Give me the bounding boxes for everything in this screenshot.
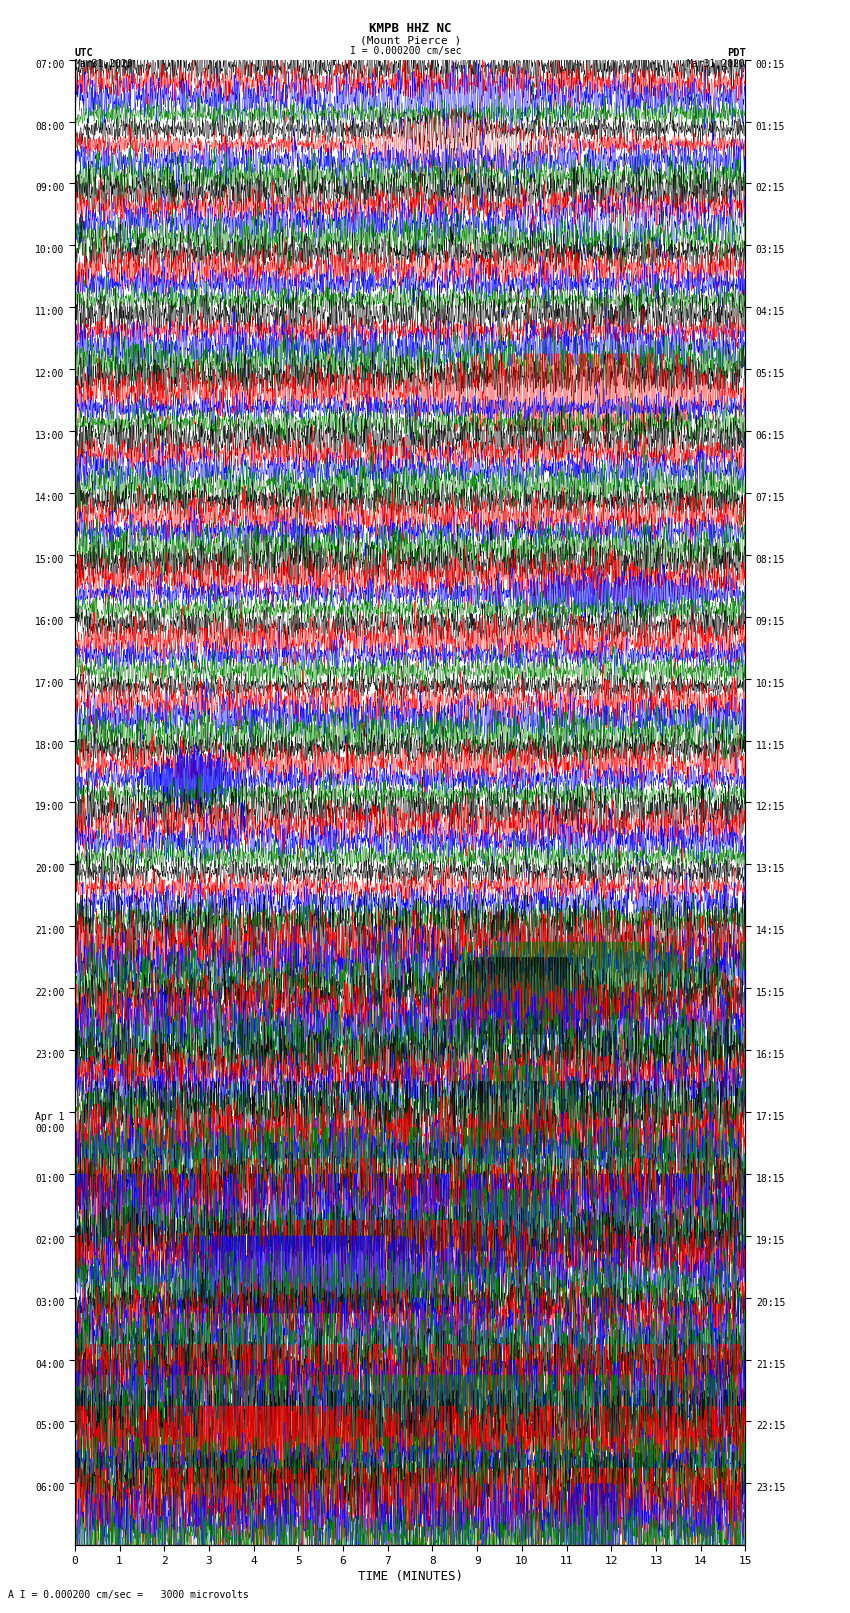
Text: Mar31,2020: Mar31,2020 [75, 60, 133, 69]
Text: A I = 0.000200 cm/sec =   3000 microvolts: A I = 0.000200 cm/sec = 3000 microvolts [8, 1590, 249, 1600]
Text: KMPB HHZ NC: KMPB HHZ NC [369, 21, 451, 35]
Text: (Mount Pierce ): (Mount Pierce ) [360, 35, 461, 45]
X-axis label: TIME (MINUTES): TIME (MINUTES) [358, 1569, 462, 1582]
Text: PDT: PDT [727, 48, 745, 58]
Text: Mar31,2020: Mar31,2020 [687, 60, 745, 69]
Text: UTC: UTC [75, 48, 94, 58]
Text: I = 0.000200 cm/sec: I = 0.000200 cm/sec [350, 45, 462, 56]
